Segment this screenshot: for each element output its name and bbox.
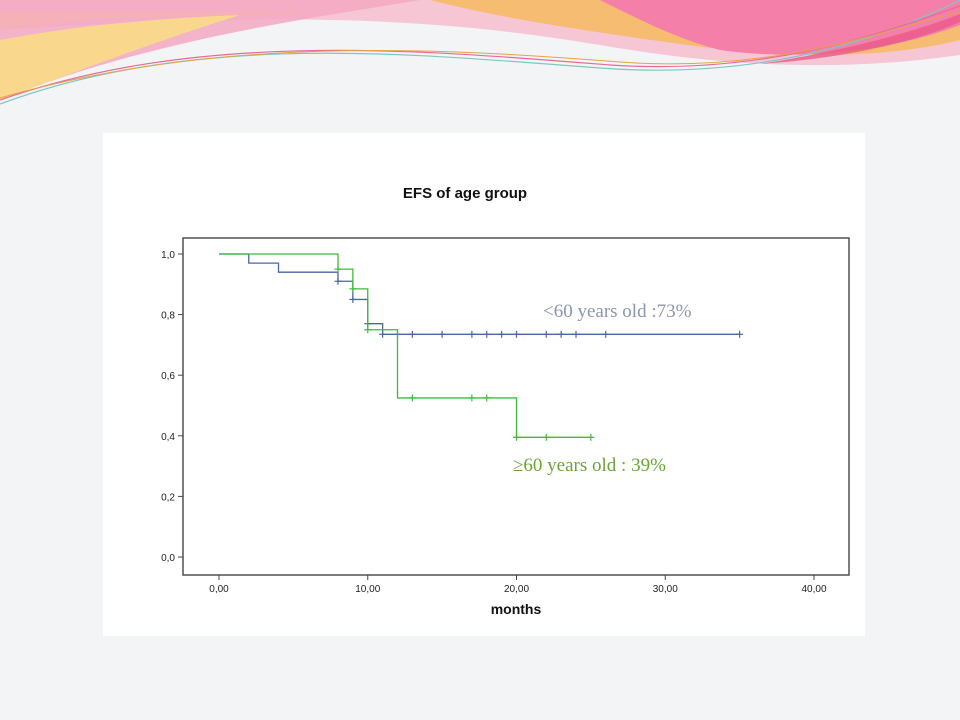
km-chart: EFS of age group 0,0 0,2 0,4 0,6 0,8 1,0 0,00… [161,185,850,617]
censor-mark [557,330,565,338]
censor-mark [513,330,520,338]
chart-title: EFS of age group [403,185,527,202]
censor-mark [542,433,550,441]
censor-mark [468,330,476,338]
x-tick-label: 10,00 [355,584,380,595]
series-layer [219,253,744,441]
annotation-ge60: ≥60 years old : 39% [513,455,666,476]
censor-mark [438,330,446,338]
y-tick-label: 0,2 [161,492,175,503]
censor-mark [408,330,416,338]
x-tick-label: 0,00 [209,584,229,595]
series-line [219,253,591,438]
y-tick-label: 0,4 [161,432,175,443]
y-tick-label: 0,6 [161,371,175,382]
x-axis: 0,00 10,00 20,00 30,00 40,00 [209,575,827,595]
x-tick-label: 40,00 [801,584,826,595]
decor-left-yellow [0,15,240,100]
censor-mark [364,326,372,334]
series-0 [219,253,744,338]
decor-hotpink-band [600,0,960,55]
censor-mark [379,330,387,338]
y-tick-label: 0,8 [161,311,175,322]
censor-mark [483,394,491,402]
y-tick-label: 1,0 [161,250,175,261]
series-1 [219,253,595,441]
censor-mark [349,295,357,303]
censor-mark [468,394,476,402]
slide-header-decoration [0,0,960,105]
chart-panel: EFS of age group 0,0 0,2 0,4 0,6 0,8 1,0 0,00… [103,133,865,636]
censor-mark [587,433,595,441]
censor-mark [334,277,342,285]
series-line [219,253,740,335]
censor-mark [542,330,550,338]
x-axis-label: months [491,601,542,617]
censor-mark [602,330,610,338]
y-tick-label: 0,0 [161,553,175,564]
censor-mark [513,433,520,441]
decor-line-3 [0,11,960,99]
censor-mark [572,330,580,338]
x-tick-label: 20,00 [504,584,529,595]
y-axis: 0,0 0,2 0,4 0,6 0,8 1,0 [161,250,183,564]
censor-mark [498,330,506,338]
censor-mark [349,285,357,293]
censor-mark [408,394,416,402]
annotation-lt60: <60 years old :73% [543,301,692,322]
censor-mark [483,330,491,338]
censor-mark [334,265,342,273]
censor-mark [736,330,744,338]
x-tick-label: 30,00 [653,584,678,595]
